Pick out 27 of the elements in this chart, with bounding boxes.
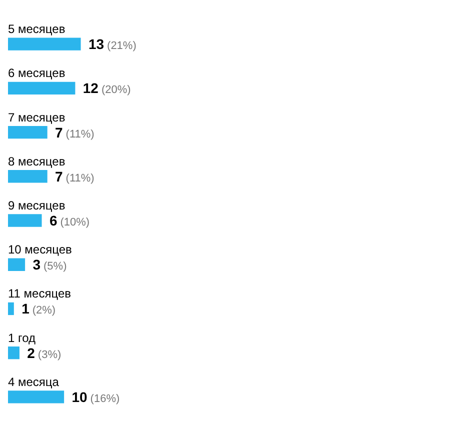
y-tick-label: 11 месяцев xyxy=(8,286,71,301)
y-tick-label: 7 месяцев xyxy=(8,110,66,124)
y-tick-label: 1 год xyxy=(8,330,36,345)
bar xyxy=(8,214,42,227)
data-label: 6 (10%) xyxy=(49,212,90,228)
y-tick-label: 6 месяцев xyxy=(8,66,66,80)
data-label: 7 (11%) xyxy=(55,168,94,184)
data-label: 7 (11%) xyxy=(55,124,94,140)
bar xyxy=(8,302,14,316)
y-tick-label: 9 месяцев xyxy=(8,198,66,212)
bar xyxy=(8,82,76,94)
data-label: 2 (3%) xyxy=(27,344,62,361)
data-label: 12 (20%) xyxy=(82,80,131,96)
data-label: 1 (2%) xyxy=(22,300,56,317)
bar xyxy=(8,170,48,183)
y-tick-label: 8 месяцев xyxy=(8,154,66,168)
data-label: 13 (21%) xyxy=(88,36,136,52)
bar xyxy=(8,390,64,404)
bar xyxy=(8,346,20,360)
y-tick-label: 4 месяца xyxy=(8,374,60,389)
bar xyxy=(8,258,26,271)
data-label: 3 (5%) xyxy=(32,256,67,273)
bar xyxy=(8,38,81,50)
data-label: 10 (16%) xyxy=(72,388,120,405)
y-tick-label: 5 месяцев xyxy=(8,22,66,36)
y-tick-label: 10 месяцев xyxy=(8,242,72,257)
bar xyxy=(8,126,48,139)
